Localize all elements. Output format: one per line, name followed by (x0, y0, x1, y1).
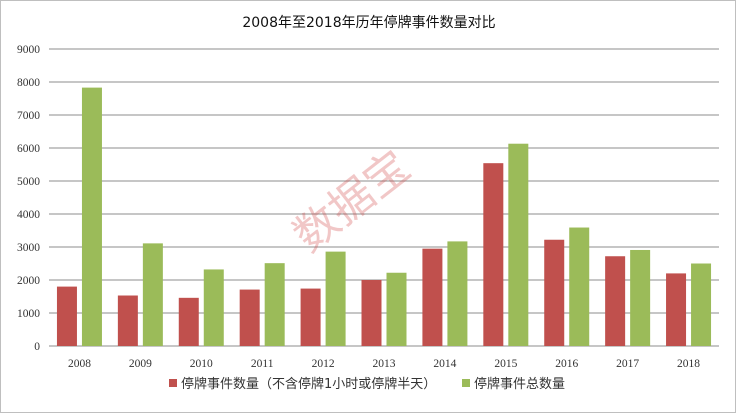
y-tick-label: 9000 (17, 44, 40, 56)
y-tick-label: 5000 (17, 176, 40, 188)
bar-total-2012 (325, 251, 346, 346)
legend-swatch (169, 379, 177, 387)
x-axis-ticks: 2008 2009 2010 2011 2012 2013 2014 2015 2016 2017… (68, 358, 700, 370)
x-tick-label: 2017 (616, 358, 639, 370)
y-axis-ticks: 0 1000 2000 3000 4000 5000 6000 7000 8000 9000 (17, 44, 40, 353)
bar-total-2008 (81, 87, 102, 347)
bar-total-2017 (630, 249, 651, 346)
bar-excluding-short-2016 (544, 239, 565, 346)
legend-label: 停牌事件总数量 (474, 376, 565, 392)
bar-total-2015 (508, 143, 529, 346)
legend-swatch (462, 379, 470, 387)
bar-excluding-short-2008 (56, 286, 77, 346)
y-tick-label: 0 (34, 341, 40, 353)
bar-excluding-short-2013 (361, 280, 382, 346)
x-tick-label: 2009 (129, 358, 152, 370)
x-tick-label: 2018 (677, 358, 700, 370)
y-tick-label: 1000 (17, 308, 40, 320)
bar-excluding-short-2010 (178, 297, 199, 346)
bar-excluding-short-2014 (422, 248, 443, 346)
y-tick-label: 2000 (17, 275, 40, 287)
bar-total-2013 (386, 272, 407, 346)
watermark: 数据宝 (284, 141, 419, 262)
bar-total-2016 (569, 227, 590, 346)
y-tick-label: 4000 (17, 209, 40, 221)
x-tick-label: 2011 (251, 358, 274, 370)
x-tick-label: 2010 (190, 358, 213, 370)
x-tick-label: 2016 (555, 358, 578, 370)
x-tick-label: 2008 (68, 358, 91, 370)
x-tick-label: 2015 (494, 358, 517, 370)
y-tick-label: 7000 (17, 110, 40, 122)
legend: 停牌事件数量（不含停牌1小时或停牌半天） 停牌事件总数量 (169, 376, 565, 392)
bar-total-2011 (264, 263, 285, 346)
x-tick-label: 2014 (433, 358, 456, 370)
legend-label: 停牌事件数量（不含停牌1小时或停牌半天） (181, 376, 436, 392)
y-tick-label: 6000 (17, 143, 40, 155)
bar-excluding-short-2015 (483, 163, 504, 346)
bar-excluding-short-2018 (666, 273, 687, 346)
bar-total-2009 (142, 243, 163, 346)
bar-total-2014 (447, 241, 468, 346)
x-tick-label: 2013 (373, 358, 396, 370)
bar-excluding-short-2009 (117, 295, 138, 346)
chart-title: 2008年至2018年历年停牌事件数量对比 (242, 14, 495, 31)
y-tick-label: 8000 (17, 77, 40, 89)
bar-excluding-short-2012 (300, 288, 321, 346)
bar-excluding-short-2017 (605, 256, 626, 346)
y-tick-label: 3000 (17, 242, 40, 254)
bar-total-2010 (203, 269, 224, 346)
x-tick-label: 2012 (312, 358, 335, 370)
bar-excluding-short-2011 (239, 289, 260, 346)
bar-total-2018 (691, 263, 712, 346)
bars (56, 87, 712, 347)
